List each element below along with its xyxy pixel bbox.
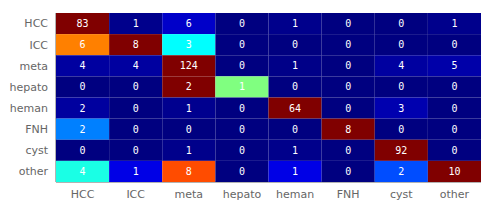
svg-text:2: 2 [80, 103, 86, 114]
svg-text:0: 0 [80, 81, 86, 92]
svg-text:6: 6 [80, 39, 86, 50]
svg-text:6: 6 [186, 18, 192, 29]
svg-text:10: 10 [448, 166, 460, 177]
svg-text:0: 0 [292, 124, 298, 135]
svg-text:0: 0 [239, 166, 245, 177]
svg-text:0: 0 [133, 145, 139, 156]
svg-text:0: 0 [451, 81, 457, 92]
svg-text:0: 0 [345, 103, 351, 114]
svg-text:0: 0 [345, 145, 351, 156]
svg-text:0: 0 [133, 124, 139, 135]
svg-text:1: 1 [133, 18, 139, 29]
svg-text:FNH: FNH [337, 188, 360, 201]
svg-text:1: 1 [292, 166, 298, 177]
svg-text:0: 0 [239, 39, 245, 50]
svg-text:1: 1 [292, 145, 298, 156]
svg-text:0: 0 [133, 103, 139, 114]
svg-text:other: other [440, 188, 470, 201]
svg-text:0: 0 [398, 39, 404, 50]
svg-text:4: 4 [80, 60, 86, 71]
svg-text:4: 4 [80, 166, 86, 177]
svg-text:0: 0 [292, 81, 298, 92]
svg-text:meta: meta [19, 60, 48, 73]
svg-text:0: 0 [451, 124, 457, 135]
svg-text:1: 1 [133, 166, 139, 177]
svg-text:0: 0 [398, 81, 404, 92]
svg-text:0: 0 [133, 81, 139, 92]
svg-text:4: 4 [133, 60, 139, 71]
svg-text:other: other [19, 165, 49, 178]
svg-text:ICC: ICC [126, 188, 145, 201]
svg-text:0: 0 [345, 39, 351, 50]
svg-text:5: 5 [451, 60, 457, 71]
svg-text:FNH: FNH [25, 123, 48, 136]
svg-text:64: 64 [289, 103, 301, 114]
svg-text:1: 1 [186, 103, 192, 114]
svg-text:meta: meta [175, 188, 204, 201]
svg-text:hepato: hepato [9, 81, 48, 94]
svg-text:0: 0 [398, 124, 404, 135]
svg-text:cyst: cyst [390, 188, 413, 201]
svg-text:1: 1 [292, 60, 298, 71]
svg-text:3: 3 [186, 39, 192, 50]
svg-text:ICC: ICC [29, 39, 48, 52]
svg-text:hepato: hepato [223, 188, 262, 201]
svg-text:8: 8 [133, 39, 139, 50]
svg-text:8: 8 [345, 124, 351, 135]
svg-text:1: 1 [186, 145, 192, 156]
svg-text:0: 0 [239, 124, 245, 135]
svg-text:92: 92 [395, 145, 407, 156]
svg-text:0: 0 [239, 60, 245, 71]
svg-text:124: 124 [180, 60, 198, 71]
svg-text:1: 1 [292, 18, 298, 29]
svg-text:cyst: cyst [25, 144, 48, 157]
svg-text:0: 0 [80, 145, 86, 156]
svg-text:3: 3 [398, 103, 404, 114]
svg-text:heman: heman [276, 188, 314, 201]
svg-text:0: 0 [345, 81, 351, 92]
svg-text:2: 2 [80, 124, 86, 135]
svg-text:0: 0 [186, 124, 192, 135]
svg-text:0: 0 [239, 145, 245, 156]
svg-text:0: 0 [239, 18, 245, 29]
svg-text:HCC: HCC [24, 17, 48, 30]
svg-text:2: 2 [186, 81, 192, 92]
svg-text:2: 2 [398, 166, 404, 177]
svg-text:0: 0 [292, 39, 298, 50]
svg-text:heman: heman [10, 102, 48, 115]
svg-text:0: 0 [451, 39, 457, 50]
svg-text:0: 0 [345, 18, 351, 29]
svg-text:0: 0 [398, 18, 404, 29]
svg-text:0: 0 [239, 103, 245, 114]
svg-text:0: 0 [451, 103, 457, 114]
svg-text:0: 0 [451, 145, 457, 156]
svg-text:HCC: HCC [71, 188, 95, 201]
svg-text:83: 83 [77, 18, 89, 29]
svg-text:0: 0 [345, 166, 351, 177]
svg-text:4: 4 [398, 60, 404, 71]
svg-text:8: 8 [186, 166, 192, 177]
svg-text:0: 0 [345, 60, 351, 71]
svg-text:1: 1 [239, 81, 245, 92]
svg-text:1: 1 [451, 18, 457, 29]
